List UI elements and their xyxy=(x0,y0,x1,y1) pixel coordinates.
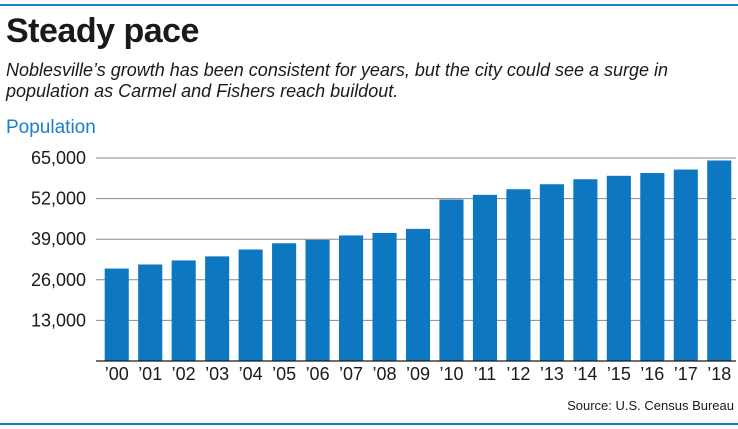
x-tick-label: ’11 xyxy=(474,364,497,384)
x-tick-label: ’02 xyxy=(172,364,196,384)
bar xyxy=(305,239,330,361)
bottom-rule xyxy=(0,423,738,425)
bar xyxy=(238,249,263,361)
x-tick-label: ’10 xyxy=(439,364,463,384)
y-tick-label: 13,000 xyxy=(31,310,86,330)
x-tick-label: ’00 xyxy=(105,364,129,384)
x-tick-label: ’05 xyxy=(272,364,296,384)
bar xyxy=(573,179,598,361)
bar xyxy=(171,260,196,361)
x-tick-label: ’12 xyxy=(506,364,530,384)
bar xyxy=(104,268,129,361)
top-rule xyxy=(0,4,738,6)
chart-title: Steady pace xyxy=(6,12,199,50)
bar xyxy=(439,199,464,361)
bar xyxy=(606,175,631,361)
bar xyxy=(272,243,297,361)
y-tick-label: 65,000 xyxy=(31,148,86,168)
chart-subtitle: Noblesville’s growth has been consistent… xyxy=(6,60,669,101)
x-tick-label: ’09 xyxy=(406,364,430,384)
bar xyxy=(539,184,564,361)
x-tick-label: ’15 xyxy=(607,364,631,384)
x-tick-label: ’14 xyxy=(573,364,597,384)
y-tick-label: 39,000 xyxy=(31,229,86,249)
y-tick-label: 52,000 xyxy=(31,189,86,209)
bar xyxy=(673,169,698,361)
y-tick-label: 26,000 xyxy=(31,270,86,290)
x-tick-label: ’08 xyxy=(373,364,397,384)
bar xyxy=(138,264,163,361)
bar xyxy=(707,160,732,361)
source-note: Source: U.S. Census Bureau xyxy=(567,398,734,413)
bar xyxy=(405,228,431,361)
x-tick-label: ’03 xyxy=(205,364,229,384)
x-tick-label: ’16 xyxy=(640,364,664,384)
x-tick-label: ’18 xyxy=(707,364,731,384)
bar xyxy=(472,194,497,361)
bar xyxy=(205,256,230,361)
x-tick-label: ’13 xyxy=(540,364,564,384)
bar xyxy=(372,232,397,361)
bar xyxy=(339,235,364,361)
x-tick-label: ’04 xyxy=(239,364,263,384)
bar xyxy=(506,189,531,361)
y-axis-label: Population xyxy=(6,117,96,138)
x-tick-label: ’06 xyxy=(306,364,330,384)
bar xyxy=(640,172,665,361)
x-tick-label: ’01 xyxy=(138,364,162,384)
x-tick-label: ’07 xyxy=(339,364,363,384)
x-tick-label: ’17 xyxy=(674,364,698,384)
